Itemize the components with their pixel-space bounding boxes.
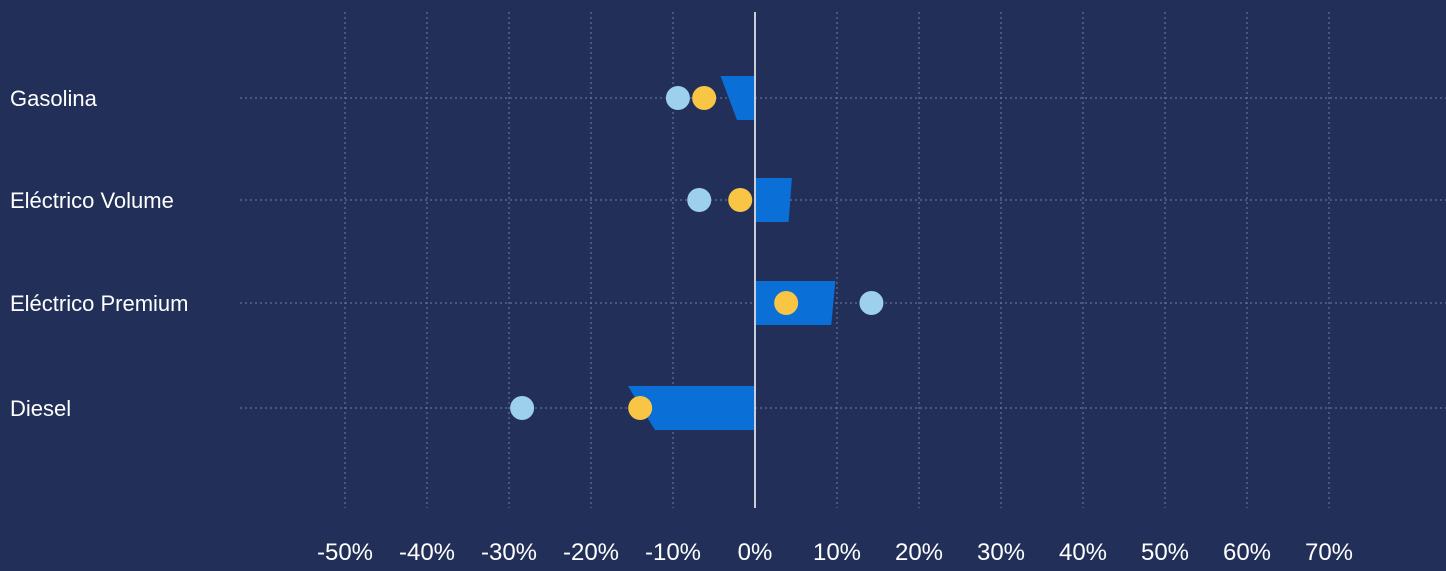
x-tick-label: -40% <box>399 539 455 566</box>
dot-series-1-el-ctrico-volume <box>687 188 712 212</box>
dot-series-2-el-ctrico-volume <box>728 188 753 212</box>
x-tick-label: -20% <box>563 539 619 566</box>
dot-series-1-el-ctrico-premium <box>859 291 884 315</box>
x-tick-label: 70% <box>1305 539 1353 566</box>
bar-el-ctrico-volume <box>755 178 792 222</box>
bar-diesel <box>627 386 755 430</box>
horizontal-gridlines <box>240 97 1446 409</box>
x-tick-label: 50% <box>1141 539 1189 566</box>
category-label: Eléctrico Volume <box>10 188 174 213</box>
x-tick-label: 30% <box>977 539 1025 566</box>
dot-series-1-gasolina <box>665 86 690 110</box>
x-tick-label: 60% <box>1223 539 1271 566</box>
dot-series-2-gasolina <box>692 86 717 110</box>
dots <box>510 86 884 420</box>
dot-series-2-diesel <box>628 396 653 420</box>
category-label: Eléctrico Premium <box>10 291 188 316</box>
dot-series-1-diesel <box>510 396 535 420</box>
x-tick-label: -10% <box>645 539 701 566</box>
x-tick-labels: -50% -40% -30% -20% -10% 0% 10% 20% 30% 40% 50% 60%… <box>317 539 1353 566</box>
category-label: Diesel <box>10 396 71 421</box>
x-tick-label: -50% <box>317 539 373 566</box>
x-tick-label: 20% <box>895 539 943 566</box>
category-label: Gasolina <box>10 86 98 111</box>
category-labels: Gasolina Eléctrico Volume Eléctrico Premiu… <box>10 86 188 421</box>
x-tick-label: 0% <box>738 539 773 566</box>
x-tick-label: -30% <box>481 539 537 566</box>
bar-gasolina <box>720 76 755 120</box>
x-tick-label: 10% <box>813 539 861 566</box>
bars <box>627 76 836 430</box>
x-tick-label: 40% <box>1059 539 1107 566</box>
dot-series-2-el-ctrico-premium <box>774 291 799 315</box>
